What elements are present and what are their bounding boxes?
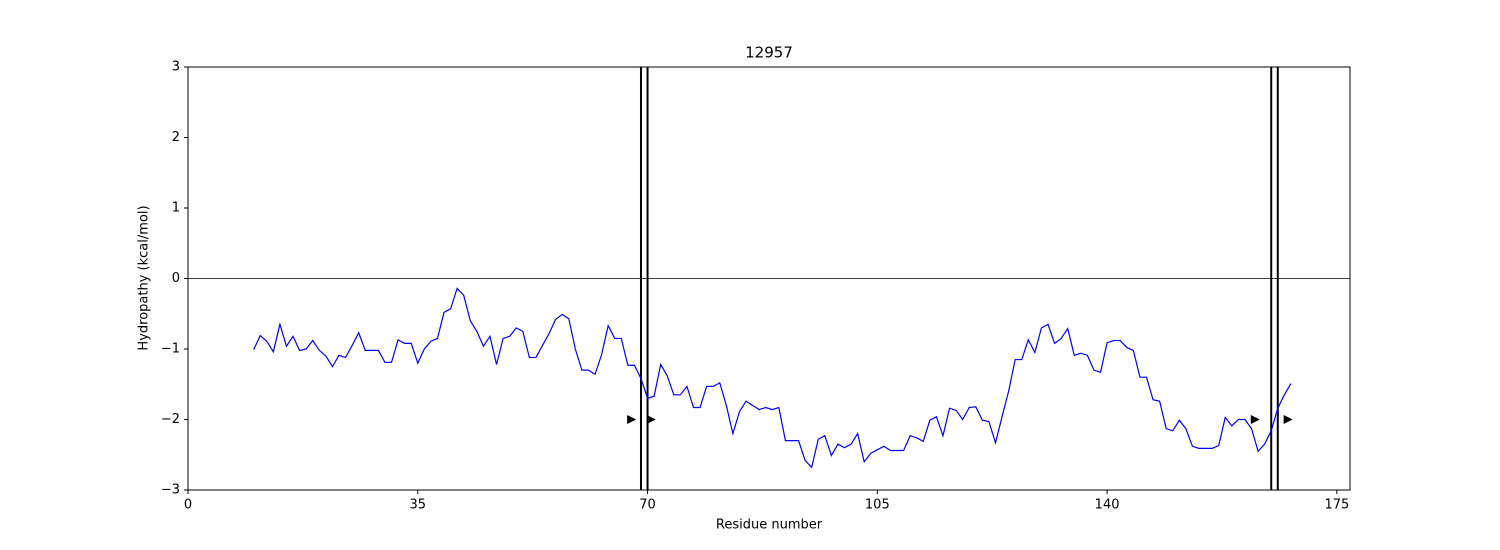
x-tick-label: 175 (1324, 498, 1349, 513)
direction-marker (646, 415, 656, 424)
x-tick-label: 140 (1095, 498, 1120, 513)
chart-title: 12957 (745, 44, 793, 62)
y-tick-label: −2 (161, 412, 180, 427)
y-tick-label: 3 (172, 60, 180, 75)
y-tick-label: −3 (161, 483, 180, 498)
x-axis-label: Residue number (716, 518, 823, 533)
direction-marker (627, 415, 637, 424)
y-tick-label: −1 (161, 342, 180, 357)
direction-marker (1283, 415, 1293, 424)
y-tick-label: 0 (172, 271, 180, 286)
y-axis-label: Hydropathy (kcal/mol) (137, 205, 152, 350)
x-tick-label: 70 (639, 498, 656, 513)
x-tick-label: 0 (184, 498, 192, 513)
plot-frame (187, 66, 1351, 491)
x-tick-label: 35 (410, 498, 427, 513)
direction-marker (1250, 415, 1260, 424)
y-tick-label: 1 (172, 201, 180, 216)
data-line (253, 287, 1292, 469)
x-tick-label: 105 (865, 498, 890, 513)
y-tick-label: 2 (172, 130, 180, 145)
